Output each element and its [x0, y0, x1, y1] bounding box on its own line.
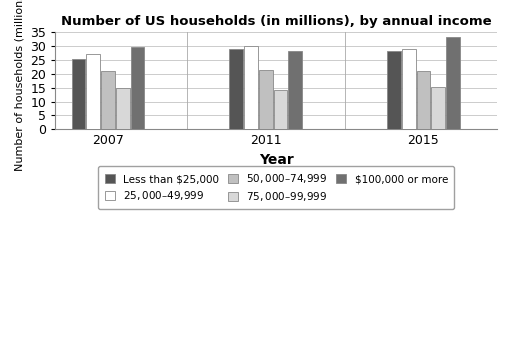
Bar: [101, 71, 115, 129]
Title: Number of US households (in millions), by annual income: Number of US households (in millions), b…: [61, 15, 492, 28]
Bar: [273, 90, 287, 129]
Bar: [446, 37, 460, 129]
Y-axis label: Number of households (millions): Number of households (millions): [15, 0, 25, 171]
X-axis label: Year: Year: [259, 153, 293, 167]
Bar: [417, 71, 430, 129]
Bar: [402, 49, 416, 129]
Bar: [431, 87, 445, 129]
Bar: [387, 51, 401, 129]
Bar: [116, 88, 130, 129]
Bar: [288, 52, 302, 129]
Bar: [87, 54, 100, 129]
Bar: [131, 47, 144, 129]
Bar: [72, 59, 86, 129]
Bar: [229, 49, 243, 129]
Legend: Less than $25,000, $25,000–$49,999, $50,000–$74,999, $75,000–$99,999, $100,000 o: Less than $25,000, $25,000–$49,999, $50,…: [98, 166, 454, 210]
Bar: [244, 46, 258, 129]
Bar: [259, 70, 272, 129]
